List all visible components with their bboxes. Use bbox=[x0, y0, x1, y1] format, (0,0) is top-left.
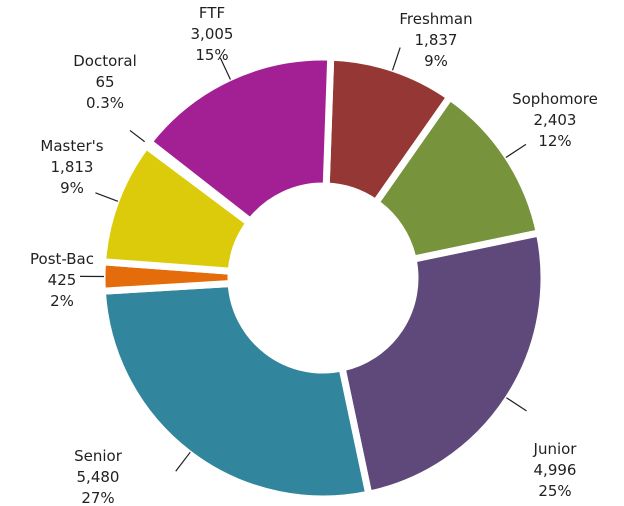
slice-count: 425 bbox=[48, 271, 77, 289]
slice-percent: 25% bbox=[538, 482, 571, 500]
slice-label: Master's bbox=[40, 137, 103, 155]
slice-label: Freshman bbox=[399, 10, 472, 28]
donut-slice bbox=[337, 228, 548, 499]
slice-label: Post-Bac bbox=[30, 250, 94, 268]
slice-percent: 9% bbox=[424, 52, 448, 70]
slice-count: 2,403 bbox=[534, 111, 577, 129]
slice-count: 5,480 bbox=[77, 468, 120, 486]
slice-count: 1,837 bbox=[415, 31, 458, 49]
slice-percent: 2% bbox=[50, 292, 74, 310]
slice-label: Junior bbox=[533, 440, 578, 458]
slice-label: Senior bbox=[74, 447, 123, 465]
leader-line bbox=[175, 451, 191, 472]
slice-label: FTF bbox=[199, 4, 225, 22]
slice-count: 4,996 bbox=[534, 461, 577, 479]
slice-percent: 15% bbox=[195, 46, 228, 64]
donut-slice bbox=[143, 53, 335, 227]
slice-count: 1,813 bbox=[51, 158, 94, 176]
leader-line bbox=[506, 397, 527, 412]
donut-slice bbox=[98, 279, 373, 503]
slice-percent: 0.3% bbox=[86, 94, 124, 112]
slice-count: 3,005 bbox=[191, 25, 234, 43]
leader-line bbox=[505, 143, 527, 159]
slice-count: 65 bbox=[95, 73, 114, 91]
slice-label: Doctoral bbox=[73, 52, 137, 70]
leader-line bbox=[391, 47, 401, 71]
donut-slice bbox=[370, 92, 544, 264]
slice-percent: 27% bbox=[81, 489, 114, 506]
leader-line bbox=[95, 192, 119, 202]
slice-percent: 9% bbox=[60, 179, 84, 197]
slice-label: Sophomore bbox=[512, 90, 598, 108]
leader-line bbox=[219, 57, 231, 80]
slice-percent: 12% bbox=[538, 132, 571, 150]
